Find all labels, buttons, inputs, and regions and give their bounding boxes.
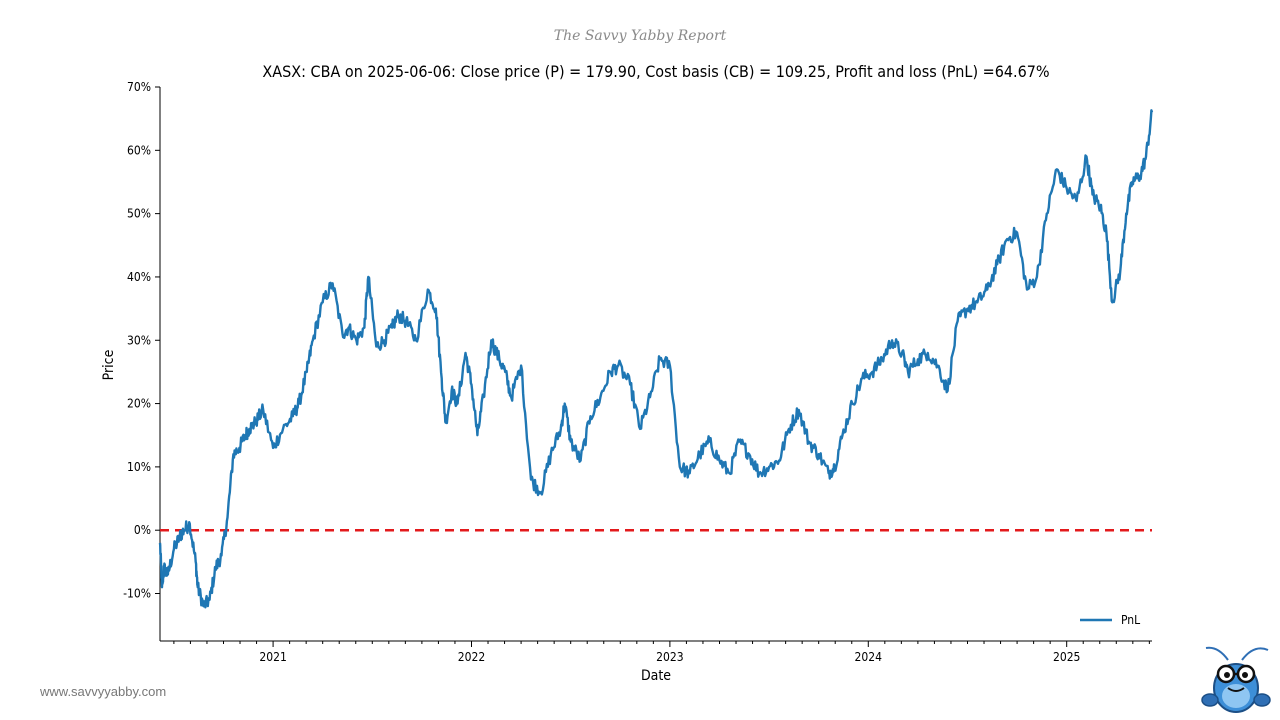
y-tick-label: 10% — [127, 460, 151, 474]
x-tick-label: 2024 — [855, 650, 883, 664]
y-tick-label: 50% — [127, 207, 151, 221]
y-tick-label: 40% — [127, 270, 151, 284]
x-axis-label: Date — [641, 668, 671, 684]
axis-labels: Date Price — [101, 349, 671, 684]
yabby-mascot-icon — [1201, 646, 1271, 713]
chart-title: XASX: CBA on 2025-06-06: Close price (P)… — [262, 62, 1049, 81]
y-axis: -10% 0% 10% 20% 30% 40% 50% 60% 70% — [123, 80, 161, 641]
legend-label-pnl: PnL — [1121, 613, 1140, 627]
x-tick-label: 2023 — [656, 650, 683, 664]
chart-legend: PnL — [1080, 613, 1140, 627]
y-tick-label: -10% — [123, 587, 151, 601]
x-tick-label: 2025 — [1053, 650, 1080, 664]
y-tick-label: 60% — [127, 143, 151, 157]
y-tick-label: 30% — [127, 333, 151, 347]
x-tick-label: 2022 — [458, 650, 485, 664]
series-line-pnl — [158, 109, 1154, 609]
x-tick-label: 2021 — [259, 650, 286, 664]
y-tick-label: 70% — [127, 80, 151, 94]
x-axis: 2021 2022 2023 2024 2025 — [160, 640, 1152, 664]
website-url: www.savvyyabby.com — [40, 684, 167, 699]
y-tick-label: 0% — [134, 523, 151, 537]
report-brand-title: The Savvy Yabby Report — [553, 28, 727, 44]
y-tick-label: 20% — [127, 397, 151, 411]
y-axis-label: Price — [101, 349, 117, 380]
